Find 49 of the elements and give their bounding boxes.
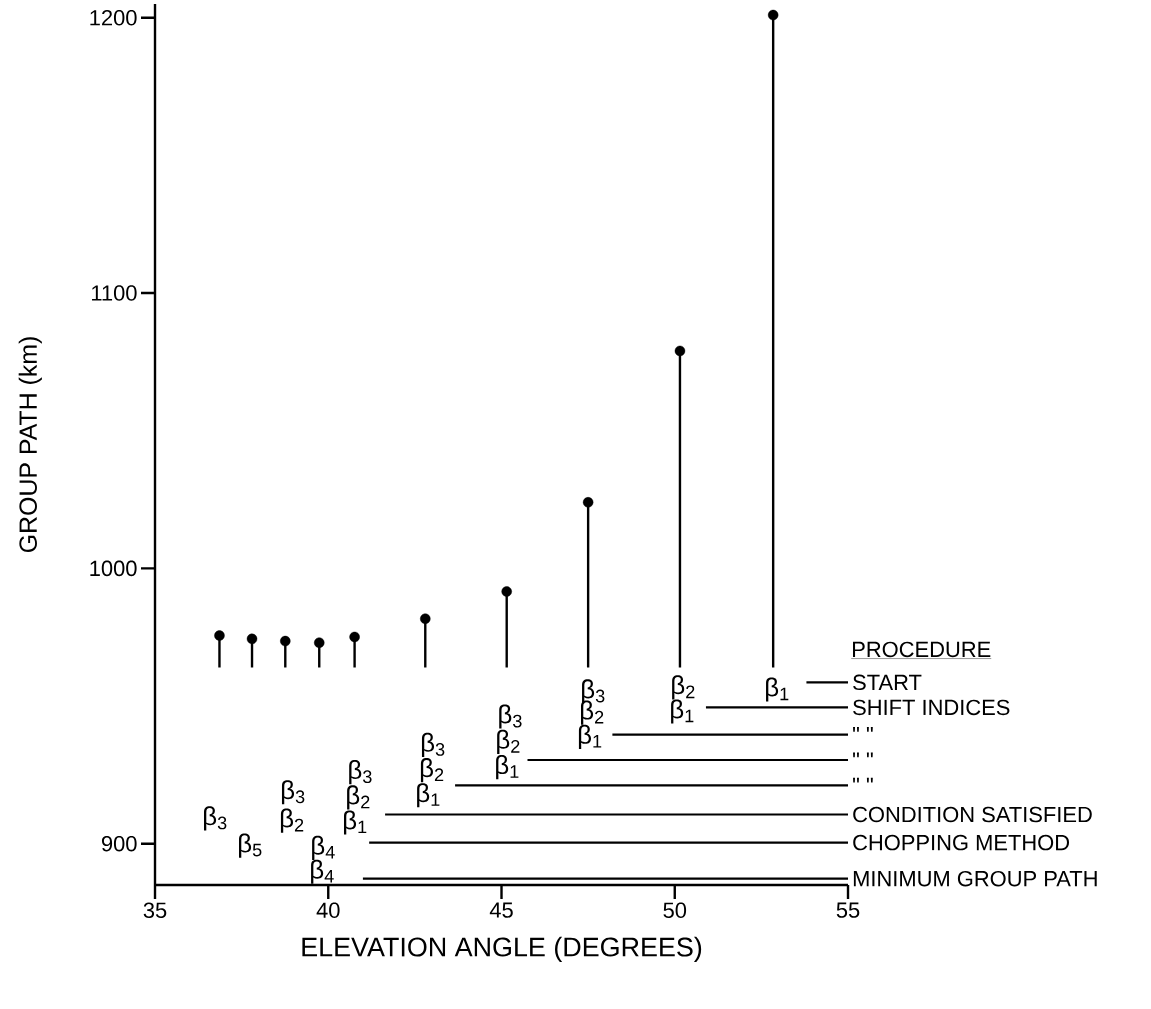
annotation: β$_{5}$ xyxy=(239,833,262,858)
point xyxy=(214,630,225,641)
y-tick-label: 1100 xyxy=(92,285,137,301)
y-axis-title: GROUP PATH (km) xyxy=(18,337,42,553)
annotation: β$_{1}$ xyxy=(343,810,367,835)
x-tick-label: 50 xyxy=(663,902,687,919)
point xyxy=(582,497,594,508)
series-label: " " xyxy=(853,727,873,732)
annotation: β$_{3}$ xyxy=(349,760,372,785)
point xyxy=(501,586,512,597)
y-tick-label: 900 xyxy=(101,835,137,852)
annotation: β$_{1}$ xyxy=(496,755,519,780)
series-label: CHOPPING METHOD xyxy=(853,834,1070,851)
x-tick-label: 55 xyxy=(836,902,860,918)
annotation: β$_{1}$ xyxy=(766,677,789,702)
annotation: β$_{4}$ xyxy=(311,859,334,884)
point xyxy=(420,613,431,624)
y-tick-label: 1200 xyxy=(90,9,137,26)
series-label: SHIFT INDICES xyxy=(853,699,1010,716)
annotation: β$_{3}$ xyxy=(499,704,522,729)
annotation: β$_{2}$ xyxy=(497,729,520,754)
x-tick-label: 40 xyxy=(316,902,340,919)
annotation: β$_{3}$ xyxy=(421,732,445,757)
annotation: β$_{1}$ xyxy=(671,699,694,724)
series-label: " " xyxy=(853,752,873,758)
legend-label: MINIMUM GROUP PATH xyxy=(853,870,1097,887)
legend-title: PROCEDURE xyxy=(853,641,991,658)
point xyxy=(314,637,325,648)
x-tick-label: 45 xyxy=(489,902,513,918)
annotation: β$_{3}$ xyxy=(281,780,305,805)
annotation: β$_{2}$ xyxy=(672,675,695,700)
series-label: " " xyxy=(853,777,873,783)
annotation: β$_{1}$ xyxy=(578,724,602,749)
annotation: β$_{2}$ xyxy=(420,758,444,783)
point xyxy=(246,633,258,645)
series-label: CONDITION SATISFIED xyxy=(853,806,1092,823)
annotation: β$_{3}$ xyxy=(204,806,227,831)
point xyxy=(349,631,360,643)
annotation: β$_{2}$ xyxy=(347,785,370,810)
x-tick-label: 35 xyxy=(143,902,167,919)
annotation: β$_{1}$ xyxy=(417,783,440,808)
point xyxy=(767,9,779,21)
point xyxy=(280,635,291,647)
annotation: β$_{2}$ xyxy=(280,808,304,833)
annotation: β$_{4}$ xyxy=(312,835,335,860)
point xyxy=(674,345,686,357)
series-label: START xyxy=(853,674,922,691)
x-axis-title: ELEVATION ANGLE (DEGREES) xyxy=(302,936,702,962)
y-tick-label: 1000 xyxy=(90,560,137,577)
